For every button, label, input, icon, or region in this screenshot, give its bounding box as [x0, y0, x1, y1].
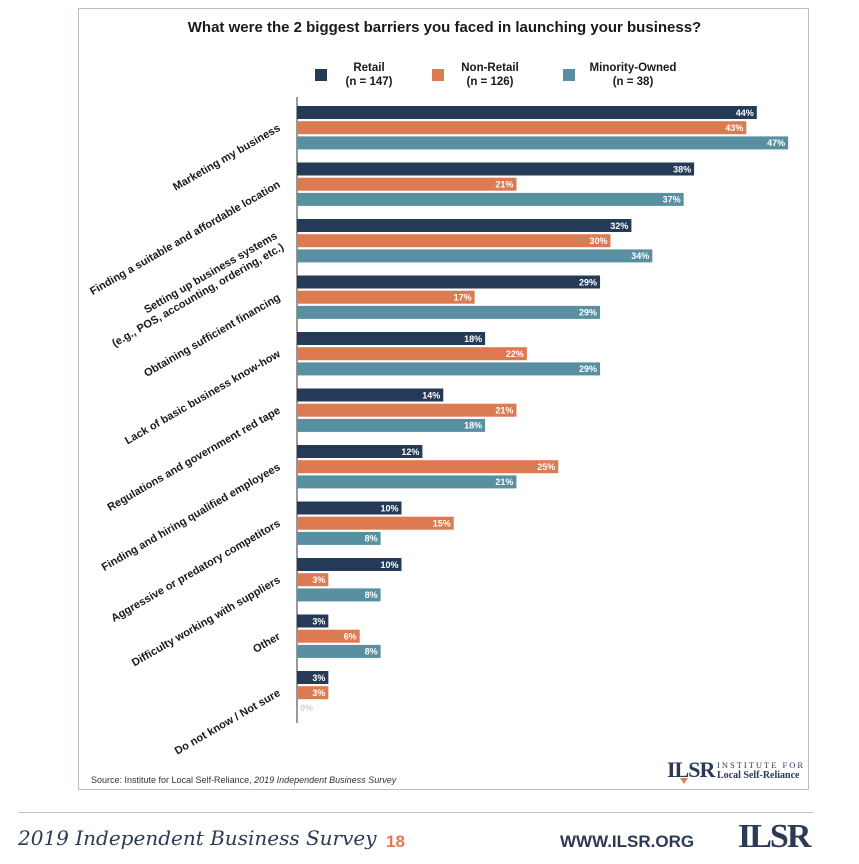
data-label-minority-owned-aggressive-or-predatory-competitors: 8% — [365, 534, 378, 544]
data-label-retail-finding-a-suitable-and-affordable-location: 38% — [673, 164, 691, 174]
bar-retail-regulations-and-government-red-tape — [297, 388, 444, 402]
ilsr-logo: ILSR INSTITUTE FOR Local Self-Reliance — [667, 757, 806, 784]
data-label-retail-finding-and-hiring-qualified-employees: 12% — [401, 447, 419, 457]
category-label-finding-and-hiring-qualified-employees: Finding and hiring qualified employees — [100, 461, 283, 573]
data-label-minority-owned-finding-and-hiring-qualified-employees: 21% — [495, 477, 513, 487]
data-label-retail-marketing-my-business: 44% — [736, 108, 754, 118]
bar-non-retail-do-not-know-not-sure — [297, 686, 329, 700]
bar-retail-difficulty-working-with-suppliers — [297, 558, 402, 571]
data-label-retail-lack-of-basic-business-know-how: 18% — [464, 334, 482, 344]
data-label-non-retail-marketing-my-business: 43% — [725, 123, 743, 133]
data-label-retail-obtaining-sufficient-financing: 29% — [579, 277, 597, 287]
bar-retail-obtaining-sufficient-financing — [297, 275, 601, 289]
data-label-retail-difficulty-working-with-suppliers: 10% — [380, 560, 398, 570]
bar-non-retail-setting-up-business-systems — [297, 234, 611, 248]
data-label-minority-owned-setting-up-business-systems: 34% — [631, 251, 649, 261]
data-label-non-retail-other: 6% — [344, 632, 357, 642]
bar-retail-finding-a-suitable-and-affordable-location — [297, 162, 695, 176]
data-label-non-retail-aggressive-or-predatory-competitors: 15% — [433, 519, 451, 529]
legend-swatch-minority-owned — [563, 69, 575, 81]
bar-non-retail-lack-of-basic-business-know-how — [297, 347, 527, 361]
bar-non-retail-finding-a-suitable-and-affordable-location — [297, 177, 517, 191]
legend-swatch-retail — [315, 69, 327, 81]
bar-minority-owned-other — [297, 644, 381, 658]
data-label-retail-other: 3% — [312, 616, 325, 626]
data-label-minority-owned-difficulty-working-with-suppliers: 8% — [365, 590, 378, 600]
bar-minority-owned-regulations-and-government-red-tape — [297, 418, 486, 432]
data-label-retail-aggressive-or-predatory-competitors: 10% — [380, 503, 398, 513]
bar-non-retail-aggressive-or-predatory-competitors — [297, 516, 454, 530]
bar-minority-owned-setting-up-business-systems — [297, 249, 653, 263]
category-label-aggressive-or-predatory-competitors: Aggressive or predatory competitors — [109, 518, 282, 625]
bar-retail-finding-and-hiring-qualified-employees — [297, 445, 423, 458]
bar-non-retail-difficulty-working-with-suppliers — [297, 573, 329, 587]
bar-non-retail-regulations-and-government-red-tape — [297, 403, 517, 417]
data-label-minority-owned-finding-a-suitable-and-affordable-location: 37% — [663, 195, 681, 205]
data-label-minority-owned-marketing-my-business: 47% — [767, 138, 785, 148]
bar-non-retail-marketing-my-business — [297, 121, 747, 135]
chart-panel: What were the 2 biggest barriers you fac… — [78, 8, 809, 790]
footer-divider — [18, 812, 813, 813]
data-label-minority-owned-obtaining-sufficient-financing: 29% — [579, 308, 597, 318]
data-label-non-retail-lack-of-basic-business-know-how: 22% — [506, 349, 524, 359]
category-label-regulations-and-government-red-tape: Regulations and government red tape — [106, 405, 283, 514]
bar-minority-owned-marketing-my-business — [297, 136, 789, 150]
data-label-minority-owned-do-not-know-not-sure: 0% — [300, 703, 313, 713]
data-label-minority-owned-regulations-and-government-red-tape: 18% — [464, 421, 482, 431]
legend-label-non-retail: Non-Retail (n = 126) — [461, 62, 519, 88]
bar-minority-owned-lack-of-basic-business-know-how — [297, 362, 601, 376]
data-label-retail-regulations-and-government-red-tape: 14% — [422, 390, 440, 400]
category-label-setting-up-business-systems: Setting up business systems(e.g., POS, a… — [104, 230, 287, 350]
data-label-non-retail-difficulty-working-with-suppliers: 3% — [312, 575, 325, 585]
legend-label-retail: Retail (n = 147) — [345, 62, 393, 88]
logo-triangle-icon — [680, 778, 688, 784]
bar-retail-setting-up-business-systems — [297, 219, 632, 232]
data-label-non-retail-finding-and-hiring-qualified-employees: 25% — [537, 462, 555, 472]
category-label-marketing-my-business: Marketing my business — [171, 122, 282, 193]
bar-non-retail-finding-and-hiring-qualified-employees — [297, 460, 559, 474]
data-label-non-retail-obtaining-sufficient-financing: 17% — [454, 293, 472, 303]
page-number: 18 — [386, 832, 405, 851]
bar-retail-other — [297, 614, 329, 628]
data-label-non-retail-regulations-and-government-red-tape: 21% — [495, 406, 513, 416]
legend-label-minority-owned: Minority-Owned (n = 38) — [589, 62, 677, 88]
bar-retail-marketing-my-business — [297, 106, 757, 119]
data-label-non-retail-finding-a-suitable-and-affordable-location: 21% — [495, 180, 513, 190]
bar-minority-owned-difficulty-working-with-suppliers — [297, 588, 381, 602]
source-note: Source: Institute for Local Self-Relianc… — [91, 775, 397, 785]
bar-retail-lack-of-basic-business-know-how — [297, 332, 486, 345]
footer-survey-title: 2019 Independent Business Survey — [18, 826, 377, 850]
footer-url-link[interactable]: WWW.ILSR.ORG — [560, 832, 695, 851]
bar-minority-owned-finding-and-hiring-qualified-employees — [297, 475, 517, 489]
data-label-retail-setting-up-business-systems: 32% — [610, 221, 628, 231]
data-label-minority-owned-lack-of-basic-business-know-how: 29% — [579, 364, 597, 374]
bar-retail-aggressive-or-predatory-competitors — [297, 501, 402, 515]
category-label-do-not-know-not-sure: Do not know / Not sure — [173, 687, 283, 757]
data-label-non-retail-do-not-know-not-sure: 3% — [312, 688, 325, 698]
category-label-other: Other — [251, 630, 283, 655]
bar-non-retail-other — [297, 629, 360, 643]
bar-minority-owned-finding-a-suitable-and-affordable-location — [297, 192, 684, 206]
data-label-minority-owned-other: 8% — [365, 647, 378, 657]
bar-non-retail-obtaining-sufficient-financing — [297, 290, 475, 304]
data-label-non-retail-setting-up-business-systems: 30% — [589, 236, 607, 246]
bar-retail-do-not-know-not-sure — [297, 671, 329, 684]
chart-title: What were the 2 biggest barriers you fac… — [187, 19, 702, 36]
category-label-lack-of-basic-business-know-how: Lack of basic business know-how — [123, 348, 283, 447]
footer-logo: ILSR — [738, 818, 811, 855]
bar-minority-owned-aggressive-or-predatory-competitors — [297, 531, 381, 545]
bar-minority-owned-obtaining-sufficient-financing — [297, 305, 601, 319]
bar-chart: 44% 43% 47% Marketing my business 38% 21% 37% F… — [88, 97, 789, 757]
data-label-retail-do-not-know-not-sure: 3% — [312, 673, 325, 683]
legend-swatch-non-retail — [432, 69, 444, 81]
